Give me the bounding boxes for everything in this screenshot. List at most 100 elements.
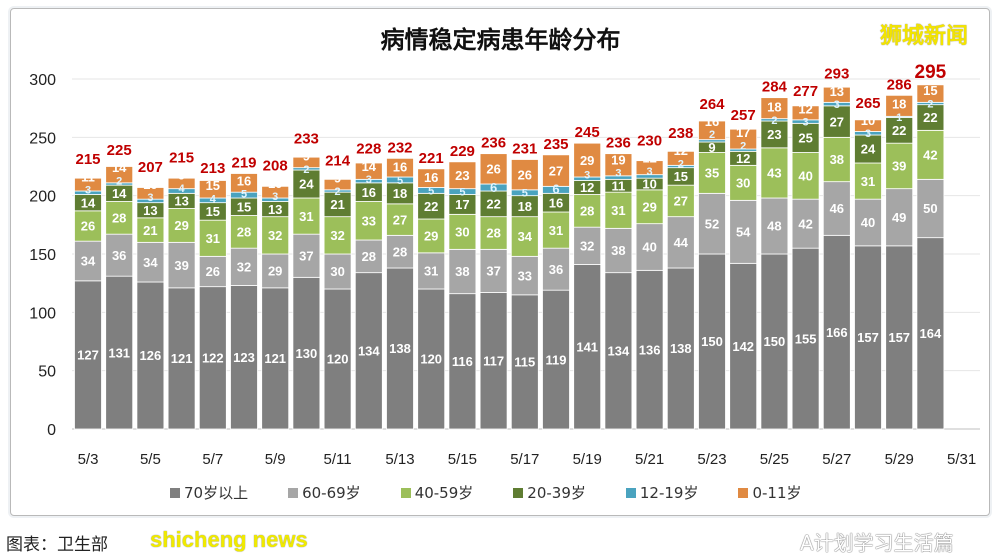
segment-label: 3	[834, 99, 840, 111]
segment-label: 28	[580, 204, 594, 219]
watermark-right: A计划学习生活篇	[800, 531, 954, 555]
bar-segment-60-69	[74, 240, 102, 282]
bar-segment-70+	[386, 267, 414, 430]
segment-label: 22	[424, 199, 438, 214]
x-tick-label: 5/23	[697, 451, 726, 468]
segment-label: 5	[428, 185, 434, 197]
segment-label: 18	[393, 186, 407, 201]
bar-segment-20-39	[791, 122, 820, 153]
segment-label: 32	[237, 260, 251, 275]
segment-label: 40	[798, 169, 812, 184]
legend-swatch	[170, 487, 180, 498]
bar-segment-70+	[822, 234, 851, 430]
segment-label: 5	[397, 175, 403, 187]
segment-label: 23	[767, 127, 781, 142]
total-label: 214	[325, 153, 351, 170]
bar-segment-40-59	[386, 203, 414, 236]
segment-label: 5	[459, 186, 465, 198]
segment-label: 49	[892, 210, 906, 225]
bar-segment-0-11	[354, 162, 383, 180]
total-label: 264	[699, 96, 725, 113]
segment-label: 6	[490, 180, 497, 195]
bar-segment-40-59	[822, 136, 851, 183]
bar-segment-40-59	[479, 216, 508, 250]
segment-label: 32	[330, 228, 344, 243]
segment-label: 14	[112, 160, 127, 175]
segment-label: 2	[740, 140, 746, 152]
watermark-bottom: shicheng news	[150, 527, 308, 552]
bar-segment-40-59	[105, 201, 134, 235]
segment-label: 38	[455, 264, 469, 279]
legend-item: 20-39岁	[513, 482, 586, 503]
bar-segment-20-39	[822, 105, 851, 138]
segment-label: 52	[705, 216, 719, 231]
x-tick-label: 5/11	[324, 451, 352, 468]
bar-segment-0-11	[136, 187, 165, 200]
bar-segment-60-69	[729, 199, 758, 264]
segment-label: 27	[393, 212, 407, 227]
bar-segment-0-11	[261, 185, 290, 199]
legend-item: 70岁以上	[170, 482, 248, 503]
legend-item: 12-19岁	[625, 482, 698, 503]
segment-label: 16	[705, 114, 719, 129]
bar-segment-70+	[604, 272, 633, 430]
bar-segment-40-59	[261, 216, 290, 255]
segment-label: 26	[518, 167, 532, 182]
total-label: 230	[637, 133, 662, 150]
total-label: 236	[481, 135, 506, 152]
segment-label: 150	[764, 334, 786, 349]
bar-segment-0-11	[885, 94, 914, 117]
segment-label: 150	[701, 334, 723, 349]
total-label: 245	[575, 124, 600, 141]
segment-label: 134	[358, 344, 380, 359]
segment-label: 34	[143, 255, 158, 270]
segment-label: 54	[736, 225, 751, 240]
bar-segment-40-59	[542, 211, 570, 249]
bar-segment-0-11	[292, 156, 321, 169]
bar-segment-0-11	[510, 159, 539, 191]
bar-segment-60-69	[136, 241, 165, 283]
bar-segment-40-59	[74, 210, 102, 242]
segment-label: 25	[798, 131, 812, 146]
x-tick-label: 5/15	[448, 451, 477, 468]
segment-label: 134	[608, 344, 630, 359]
bar-segment-40-59	[760, 147, 789, 199]
bar-segment-70+	[417, 288, 446, 430]
bar-segment-70+	[510, 294, 539, 430]
total-label: 284	[762, 79, 788, 96]
bar-segment-60-69	[854, 198, 882, 247]
segment-label: 31	[299, 209, 313, 224]
segment-label: 3	[85, 185, 91, 197]
segment-label: 18	[892, 97, 906, 112]
segment-label: 115	[514, 355, 535, 370]
bar-segment-60-69	[573, 226, 602, 265]
source-caption: 图表：卫生部	[6, 535, 108, 555]
bar-segment-40-59	[635, 189, 664, 225]
segment-label: 121	[171, 351, 193, 366]
legend-item: 0-11岁	[738, 482, 802, 503]
segment-label: 121	[264, 351, 286, 366]
bar-segment-70+	[666, 267, 695, 430]
bar-segment-70+	[791, 247, 820, 430]
segment-label: 18	[518, 199, 532, 214]
bar-segment-20-39	[760, 120, 789, 149]
segment-label: 10	[861, 113, 875, 128]
total-label: 238	[668, 125, 693, 142]
segment-label: 33	[518, 268, 532, 283]
bar-segment-40-59	[666, 184, 695, 218]
segment-label: 9	[708, 140, 715, 155]
bar-segment-40-59	[916, 129, 945, 180]
total-label: 229	[450, 143, 475, 160]
bar-segment-70+	[230, 285, 258, 430]
segment-label: 12	[674, 143, 688, 158]
segment-label: 21	[143, 223, 157, 238]
segment-label: 16	[362, 185, 376, 200]
y-tick-label: 50	[38, 364, 56, 381]
x-tick-label: 5/7	[202, 451, 223, 468]
bar-segment-70+	[323, 288, 352, 430]
segment-label: 40	[861, 215, 875, 230]
segment-label: 13	[268, 202, 282, 217]
segment-label: 138	[389, 341, 411, 356]
segment-label: 119	[546, 352, 567, 367]
segment-label: 3	[366, 174, 372, 186]
